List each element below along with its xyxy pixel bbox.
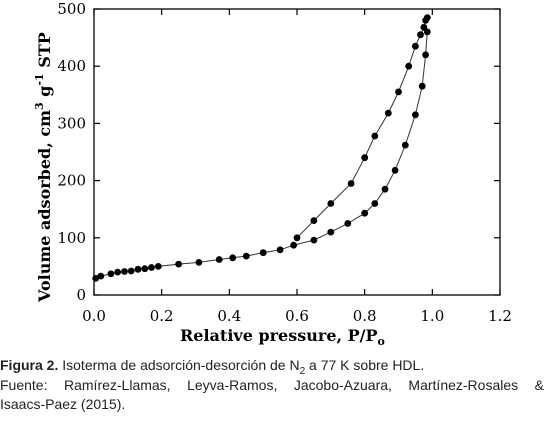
adsorption-point <box>412 111 419 119</box>
y-axis-title: Volume adsorbed, cm3 g-1 STP <box>33 32 54 303</box>
adsorption-point <box>361 209 369 217</box>
figure-caption-source-cont: Isaacs-Paez (2015). <box>0 396 126 412</box>
desorption-point <box>361 154 369 162</box>
adsorption-point <box>327 228 335 236</box>
desorption-point <box>405 62 413 70</box>
series-lines <box>95 17 428 279</box>
adsorption-point <box>195 259 203 266</box>
x-tick-label: 0.8 <box>353 307 377 325</box>
y-tick-label: 300 <box>57 114 86 132</box>
figure-label: Figura 2. <box>0 357 59 373</box>
y-tick-label: 200 <box>57 172 86 190</box>
y-tick-label: 500 <box>57 0 86 18</box>
figure-caption-title: Figura 2. Isoterma de adsorción-desorció… <box>0 356 544 377</box>
adsorption-point <box>107 270 115 278</box>
adsorption-point <box>259 249 267 257</box>
adsorption-point <box>391 166 399 174</box>
desorption-point <box>347 180 355 187</box>
adsorption-point <box>290 241 297 249</box>
adsorption-point <box>215 256 223 263</box>
desorption-point <box>412 42 419 50</box>
adsorption-point <box>381 185 389 193</box>
x-tick-label: 0.0 <box>82 307 106 325</box>
adsorption-point <box>422 51 429 59</box>
caption-text-after: a 77 K sobre HDL. <box>305 357 425 373</box>
figure-caption-source: Fuente: Ramírez-Llamas, Leyva-Ramos, Jac… <box>0 377 544 393</box>
adsorption-point <box>134 265 142 273</box>
adsorption-point <box>154 263 162 270</box>
desorption-point <box>384 109 392 117</box>
adsorption-point <box>175 260 183 268</box>
x-tick-label: 1.0 <box>420 307 444 325</box>
adsorption-point <box>229 254 237 262</box>
adsorption-point <box>401 141 409 149</box>
adsorption-point <box>242 252 250 260</box>
desorption-point <box>310 217 318 225</box>
caption-text-before: Isoterma de adsorción-desorción de N <box>58 357 300 373</box>
adsorption-point <box>114 268 122 276</box>
desorption-point <box>417 31 424 39</box>
x-tick-label: 0.4 <box>217 307 241 325</box>
desorption-point <box>422 17 429 24</box>
adsorption-point <box>127 267 135 275</box>
desorption-point <box>420 23 428 31</box>
y-tick-label: 100 <box>57 229 86 247</box>
adsorption-point <box>141 265 149 273</box>
series-points <box>92 14 431 282</box>
adsorption-point <box>310 236 318 244</box>
plot-frame <box>93 8 501 296</box>
adsorption-point <box>121 268 128 275</box>
x-axis-title: Relative pressure, P/Po <box>180 326 385 348</box>
adsorption-point <box>97 272 105 280</box>
x-tick-label: 0.6 <box>285 307 309 325</box>
isotherm-chart: 0.0 0.2 0.4 0.6 0.8 1.0 1.2 0 100 200 300 400 500 Re… <box>33 0 512 348</box>
desorption-curve <box>296 17 428 239</box>
adsorption-point <box>276 246 284 254</box>
desorption-point <box>293 234 301 242</box>
adsorption-point <box>148 264 155 271</box>
x-tick-label: 0.2 <box>150 307 174 325</box>
adsorption-curve <box>95 31 428 279</box>
desorption-point <box>327 200 335 207</box>
desorption-point <box>371 132 379 140</box>
desorption-point <box>395 88 402 96</box>
y-tick-label: 0 <box>76 286 86 304</box>
adsorption-point <box>92 275 100 282</box>
x-tick-label: 1.2 <box>488 307 512 325</box>
ticks: 0.0 0.2 0.4 0.6 0.8 1.0 1.2 0 100 200 300 400 500 <box>57 0 512 325</box>
y-tick-label: 400 <box>57 57 86 75</box>
adsorption-point <box>418 82 426 90</box>
adsorption-point <box>371 200 379 207</box>
axes <box>93 8 501 296</box>
caption-subscript: 2 <box>299 366 306 377</box>
adsorption-point <box>344 220 352 227</box>
